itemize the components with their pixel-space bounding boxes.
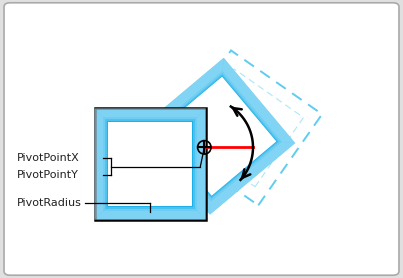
- Polygon shape: [139, 129, 212, 215]
- Polygon shape: [95, 108, 206, 220]
- Polygon shape: [95, 211, 206, 220]
- Polygon shape: [139, 58, 295, 215]
- Text: PivotPointY: PivotPointY: [17, 170, 79, 180]
- Polygon shape: [222, 58, 295, 143]
- Polygon shape: [139, 129, 212, 215]
- Polygon shape: [210, 142, 295, 215]
- Polygon shape: [95, 108, 206, 121]
- Polygon shape: [95, 108, 105, 220]
- Polygon shape: [210, 142, 295, 215]
- FancyBboxPatch shape: [4, 3, 399, 275]
- Polygon shape: [95, 209, 206, 220]
- Polygon shape: [193, 108, 206, 220]
- Polygon shape: [95, 207, 206, 220]
- Polygon shape: [222, 58, 295, 143]
- Polygon shape: [139, 129, 211, 215]
- Polygon shape: [157, 77, 276, 196]
- Polygon shape: [139, 58, 224, 130]
- Polygon shape: [108, 122, 192, 206]
- Polygon shape: [95, 108, 107, 220]
- Text: PivotRadius: PivotRadius: [17, 198, 82, 208]
- Text: PivotPointX: PivotPointX: [17, 153, 80, 163]
- Polygon shape: [95, 108, 103, 220]
- Polygon shape: [139, 58, 224, 131]
- Polygon shape: [95, 108, 206, 117]
- Polygon shape: [222, 58, 295, 143]
- Polygon shape: [197, 108, 206, 220]
- Polygon shape: [95, 108, 206, 119]
- Polygon shape: [139, 58, 224, 131]
- Polygon shape: [210, 142, 295, 215]
- Polygon shape: [195, 108, 206, 220]
